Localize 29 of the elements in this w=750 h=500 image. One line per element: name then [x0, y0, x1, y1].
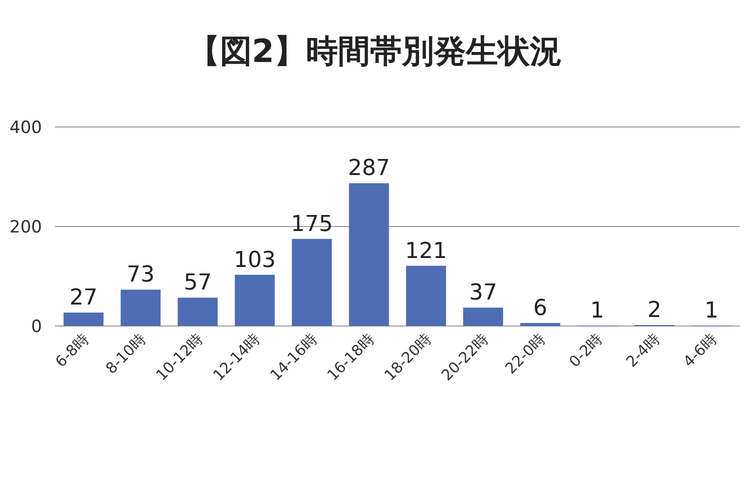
x-tick-label: 0-2時: [565, 330, 606, 371]
data-label: 175: [290, 212, 333, 237]
data-label: 73: [126, 262, 155, 288]
bar: [406, 266, 446, 326]
data-label: 6: [533, 296, 548, 322]
bar: [520, 323, 560, 326]
y-tick-label: 200: [10, 218, 42, 238]
bar: [348, 183, 389, 326]
data-label: 2: [647, 298, 662, 324]
x-tick-label: 4-6時: [680, 330, 720, 371]
chart-title: 【図2】時間帯別発生状況: [188, 32, 562, 70]
data-label: 1: [704, 298, 718, 324]
y-tick-label: 0: [31, 317, 42, 337]
bar: [234, 274, 275, 326]
bar: [292, 238, 332, 326]
bar: [178, 298, 218, 326]
data-label: 121: [405, 238, 448, 264]
bar: [463, 308, 504, 326]
y-tick-label: 400: [10, 118, 42, 138]
x-tick-label: 2-4時: [622, 330, 664, 371]
bar: [64, 312, 104, 326]
data-label: 57: [184, 270, 212, 296]
data-label: 37: [469, 280, 498, 306]
data-label: 27: [70, 286, 98, 311]
x-tick-label: 6-8時: [52, 330, 92, 371]
data-label: 1: [590, 298, 604, 324]
data-label: 103: [234, 248, 276, 273]
data-label: 287: [348, 156, 390, 182]
bar: [120, 290, 161, 326]
